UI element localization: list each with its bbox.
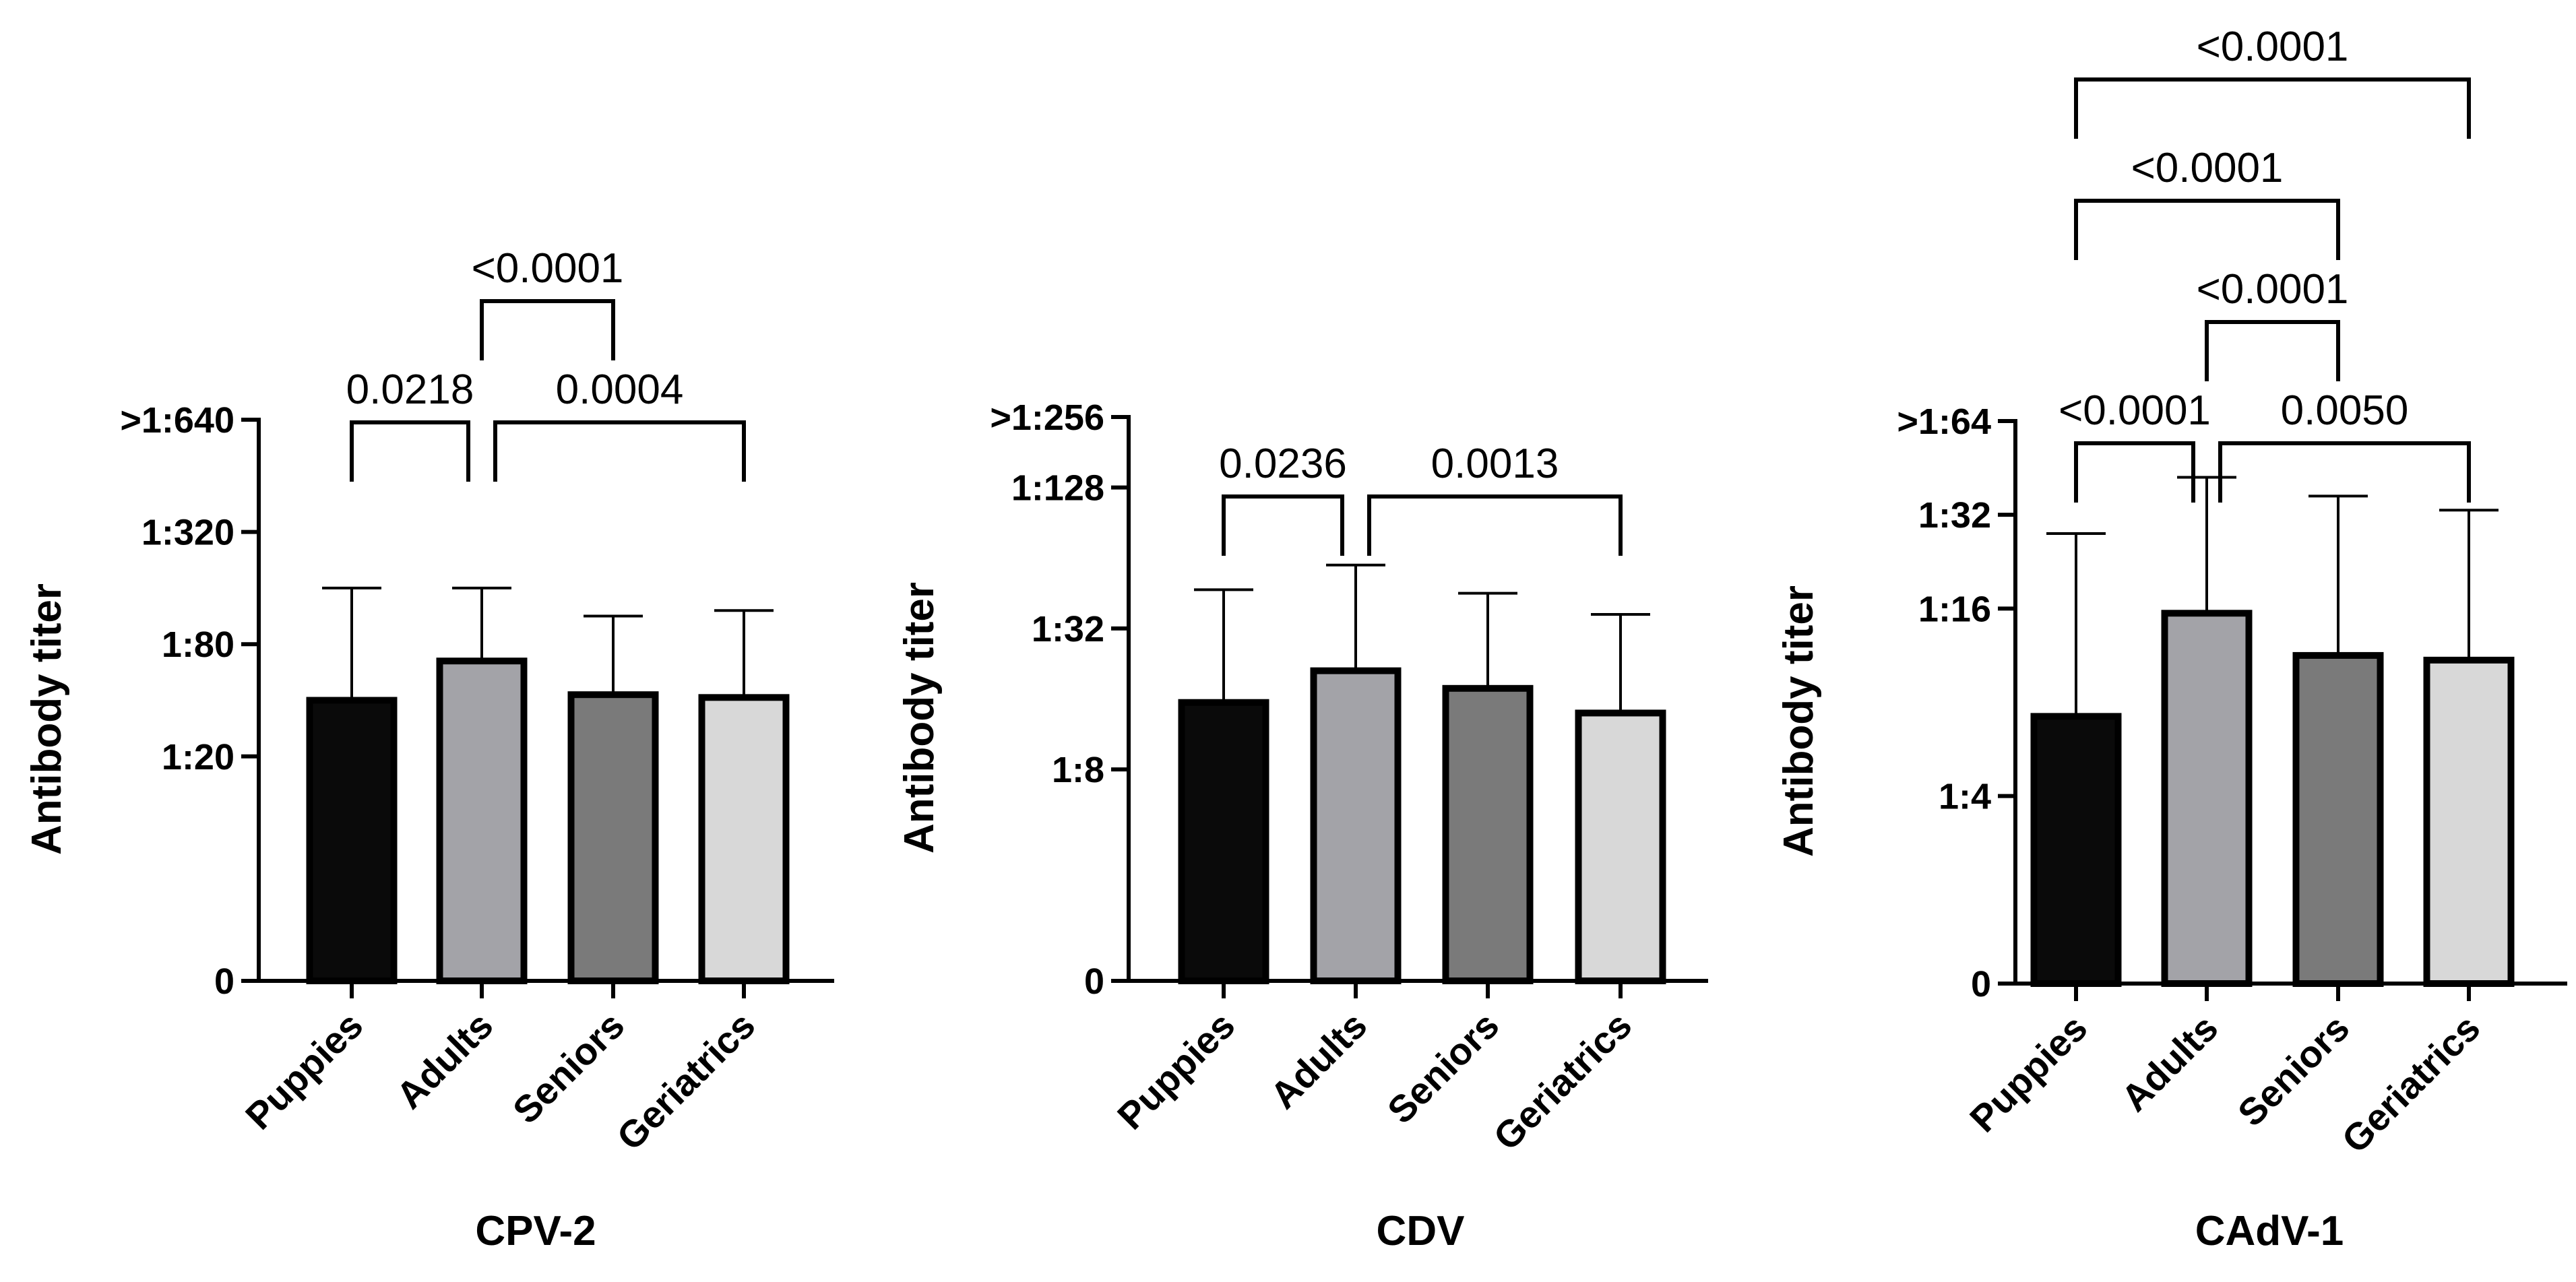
x-tick-label: Adults bbox=[388, 1004, 501, 1117]
p-value-label: 0.0004 bbox=[556, 366, 684, 413]
x-axis-title: CPV-2 bbox=[475, 1208, 596, 1254]
bar-adults bbox=[436, 658, 528, 984]
x-tick-label: Puppies bbox=[1109, 1004, 1243, 1138]
bar-geriatrics bbox=[1575, 709, 1666, 985]
chart-panel-2: 0 1:8 1:32 1:128 >1:256 Puppies Adults SeniorsG… bbox=[896, 397, 1708, 1254]
significance-bracket bbox=[2074, 441, 2195, 503]
y-tick-label: 1:32 bbox=[1032, 609, 1104, 649]
y-axis-title: Antibody titer bbox=[1776, 585, 1822, 857]
significance-bracket bbox=[2074, 77, 2471, 139]
x-tick-label: Puppies bbox=[237, 1004, 371, 1138]
bar-puppies bbox=[2030, 713, 2122, 987]
y-tick-label: 1:8 bbox=[1052, 750, 1104, 790]
bar-adults bbox=[2161, 610, 2253, 987]
bar-geriatrics bbox=[2423, 656, 2515, 987]
y-tick-label: 0 bbox=[1084, 961, 1104, 1002]
y-tick-label: 1:320 bbox=[142, 513, 234, 553]
x-axis-title: CDV bbox=[1377, 1208, 1465, 1254]
significance-bracket bbox=[350, 420, 470, 482]
chart-panel-1: 0 1:20 1:80 1:320 >1:640 Puppies Adults Seniors… bbox=[24, 245, 834, 1254]
y-tick-label: >1:640 bbox=[120, 400, 234, 441]
p-value-label: 0.0013 bbox=[1431, 441, 1559, 487]
significance-bracket bbox=[1367, 494, 1623, 556]
x-tick-label: Seniors bbox=[2230, 1006, 2358, 1134]
bar-seniors bbox=[2292, 651, 2384, 988]
y-tick-label: 1:20 bbox=[162, 737, 234, 777]
significance-bracket bbox=[2074, 199, 2340, 260]
chart-panel-3: 0 1:4 1:16 1:32 >1:64 Puppies Adults SeniorsGer… bbox=[1776, 24, 2567, 1254]
bar-adults bbox=[1310, 667, 1402, 985]
p-value-label: <0.0001 bbox=[2197, 24, 2349, 70]
x-tick-label: Adults bbox=[1262, 1004, 1375, 1117]
x-axis-title: CAdV-1 bbox=[2195, 1208, 2344, 1254]
bar-geriatrics bbox=[698, 694, 790, 984]
p-value-label: <0.0001 bbox=[2059, 387, 2211, 434]
x-tick-label: Geriatrics bbox=[608, 1004, 763, 1158]
y-tick-label: 1:16 bbox=[1918, 589, 1991, 629]
y-tick-label: >1:64 bbox=[1897, 402, 1991, 442]
y-tick-label: 1:4 bbox=[1939, 777, 1991, 817]
p-value-label: 0.0218 bbox=[346, 366, 474, 413]
y-tick-label: 0 bbox=[214, 961, 234, 1002]
bar-puppies bbox=[1178, 699, 1269, 984]
significance-bracket bbox=[1222, 494, 1344, 556]
p-value-label: 0.0236 bbox=[1219, 441, 1347, 487]
bar-puppies bbox=[306, 697, 398, 984]
x-tick-label: Seniors bbox=[1379, 1004, 1507, 1132]
y-tick-label: >1:256 bbox=[990, 397, 1104, 438]
bar-seniors bbox=[1442, 684, 1534, 985]
significance-bracket bbox=[2218, 441, 2471, 503]
x-tick-label: Puppies bbox=[1961, 1006, 2096, 1141]
y-tick-label: 1:80 bbox=[162, 624, 234, 665]
y-axis-title: Antibody titer bbox=[24, 583, 70, 855]
y-tick-label: 1:32 bbox=[1918, 495, 1991, 536]
bar-seniors bbox=[567, 691, 659, 985]
p-value-label: 0.0050 bbox=[2281, 387, 2409, 434]
p-value-label: <0.0001 bbox=[2131, 145, 2284, 191]
p-value-label: <0.0001 bbox=[2197, 266, 2349, 313]
x-tick-label: Adults bbox=[2113, 1006, 2226, 1120]
y-tick-label: 0 bbox=[1971, 964, 1991, 1004]
significance-bracket bbox=[480, 299, 615, 360]
x-tick-label: Seniors bbox=[505, 1004, 633, 1132]
significance-bracket bbox=[2205, 320, 2340, 381]
y-tick-label: 1:128 bbox=[1011, 468, 1104, 509]
p-value-label: <0.0001 bbox=[472, 245, 624, 292]
x-tick-label: Geriatrics bbox=[1485, 1004, 1639, 1158]
significance-bracket bbox=[493, 420, 746, 482]
y-axis-title: Antibody titer bbox=[896, 582, 943, 854]
x-tick-label: Geriatrics bbox=[2333, 1006, 2488, 1161]
